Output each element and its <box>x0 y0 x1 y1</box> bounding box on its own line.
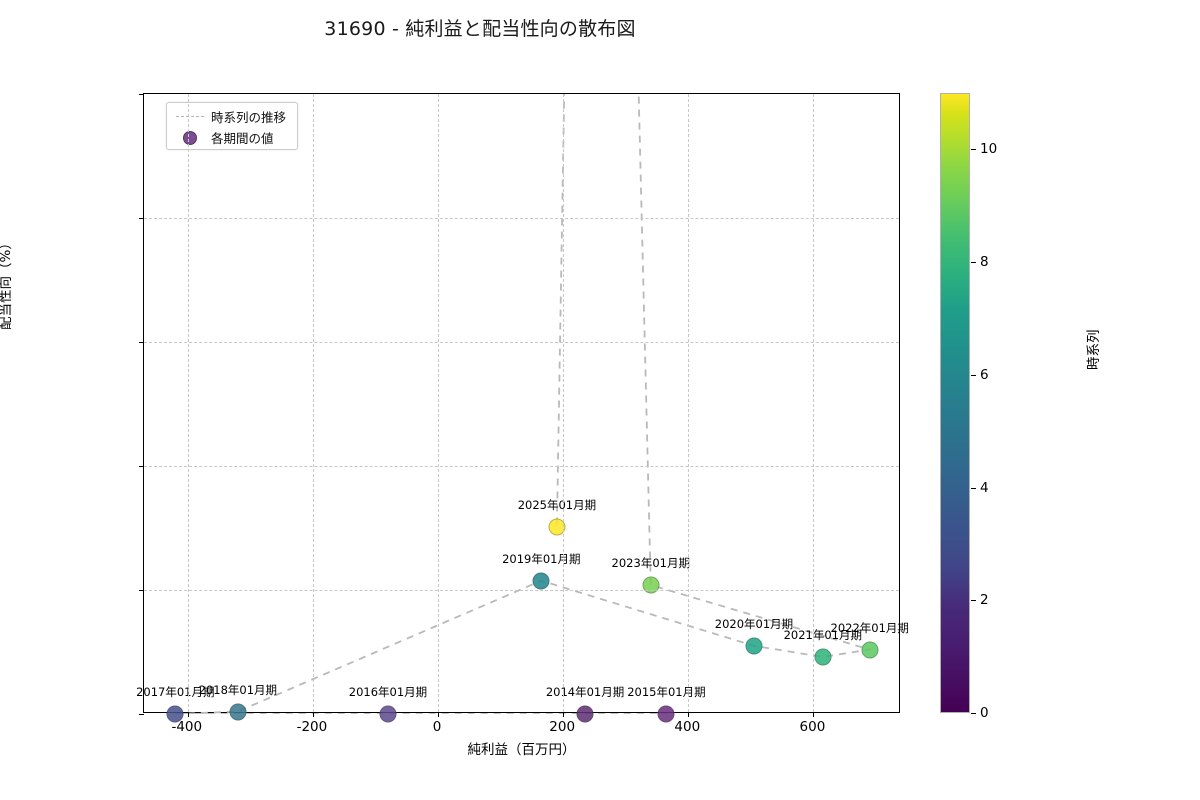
x-tick-mark <box>563 712 565 717</box>
data-point[interactable] <box>379 705 397 723</box>
colorbar-tick-label: 4 <box>980 479 989 496</box>
gridline-horizontal <box>144 590 899 591</box>
colorbar-tick-label: 6 <box>980 366 989 383</box>
data-point[interactable] <box>532 572 550 590</box>
data-point[interactable] <box>166 705 184 723</box>
y-tick-mark <box>139 94 144 95</box>
colorbar-tick-mark <box>971 149 976 151</box>
x-tick-label: 0 <box>432 719 442 735</box>
data-point-label: 2015年01月期 <box>627 685 706 699</box>
data-point-label: 2017年01月期 <box>136 685 215 699</box>
page-title: 31690 - 純利益と配当性向の散布図 <box>324 18 636 40</box>
gridline-vertical <box>438 94 440 712</box>
gridline-horizontal <box>144 342 899 343</box>
legend-label-points: 各期間の値 <box>211 131 274 146</box>
colorbar-gradient <box>940 93 970 713</box>
plot-area: 2014年01月期 2015年01月期 2016年01月期 2017年01月期 2018… <box>136 93 909 723</box>
data-point-label: 2016年01月期 <box>348 685 428 699</box>
data-point-label: 2022年01月期 <box>830 620 909 635</box>
data-point-label: 2025年01月期 <box>517 498 597 513</box>
gridline-vertical <box>187 94 189 712</box>
data-point[interactable] <box>642 576 660 594</box>
legend-item-line: 時系列の推移 <box>173 106 291 127</box>
colorbar-label: 時系列 <box>1086 329 1102 371</box>
data-point[interactable] <box>576 705 594 723</box>
x-tick-mark <box>688 712 690 717</box>
gridline-horizontal <box>144 218 899 219</box>
data-point[interactable] <box>229 703 247 721</box>
circle-marker-icon <box>173 130 207 145</box>
data-point[interactable] <box>548 518 566 536</box>
y-axis-label: 配当性向（%） <box>0 236 14 330</box>
gridline-vertical <box>688 94 690 712</box>
legend-label-line: 時系列の推移 <box>211 110 287 125</box>
legend-item-points: 各期間の値 <box>173 127 291 148</box>
x-tick-label: 600 <box>799 719 826 735</box>
gridline-horizontal <box>144 466 899 467</box>
x-tick-mark <box>312 712 314 717</box>
y-tick-mark <box>139 590 144 591</box>
data-point-label: 2019年01月期 <box>502 551 581 566</box>
gridline-vertical <box>312 94 314 712</box>
y-tick-mark <box>139 218 144 219</box>
x-axis-label: 純利益（百万円） <box>467 742 576 758</box>
colorbar-tick-label: 10 <box>980 141 998 158</box>
data-point-label: 2014年01月期 <box>545 685 625 699</box>
colorbar-tick-mark <box>971 487 976 489</box>
y-tick-mark <box>139 342 144 343</box>
x-tick-mark <box>187 712 189 717</box>
colorbar: 0 2 4 6 8 10 <box>940 93 997 721</box>
data-point[interactable] <box>745 637 763 655</box>
data-point-label: 2018年01月期 <box>198 682 278 697</box>
data-point[interactable] <box>861 641 879 659</box>
legend: 時系列の推移 各期間の値 <box>166 102 298 150</box>
data-point[interactable] <box>657 705 675 723</box>
x-tick-label: -200 <box>296 719 328 735</box>
data-point-label: 2021年01月期 <box>783 627 862 642</box>
dashed-line-icon <box>173 116 207 117</box>
trend-line <box>174 94 871 714</box>
gridline-vertical <box>813 94 815 712</box>
colorbar-tick-mark <box>971 600 976 602</box>
x-tick-mark <box>438 712 440 717</box>
data-point-label: 2020年01月期 <box>714 616 794 631</box>
y-tick-mark <box>139 714 144 715</box>
colorbar-tick-label: 2 <box>980 592 989 609</box>
colorbar-tick-mark <box>971 713 976 714</box>
x-tick-mark <box>813 712 815 717</box>
colorbar-tick-mark <box>971 374 976 376</box>
y-tick-mark <box>139 466 144 467</box>
colorbar-tick-mark <box>971 262 976 264</box>
data-point[interactable] <box>814 648 832 666</box>
colorbar-tick-label: 8 <box>980 254 989 271</box>
data-point-label: 2023年01月期 <box>611 556 690 571</box>
gridline-vertical <box>563 94 565 712</box>
x-tick-label: -400 <box>171 719 203 735</box>
x-tick-label: 200 <box>549 719 576 735</box>
colorbar-tick-label: 0 <box>980 705 989 721</box>
x-tick-label: 400 <box>674 719 701 735</box>
